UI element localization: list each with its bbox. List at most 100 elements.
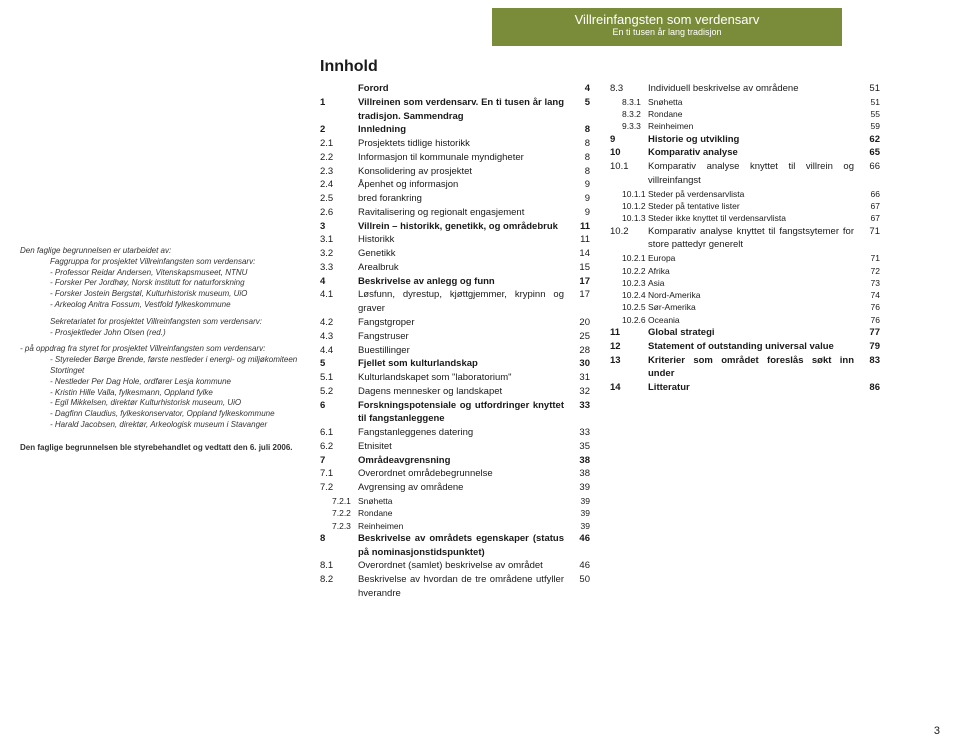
toc-row: 3.2Genetikk14 [320,247,590,261]
toc-text: Komparativ analyse knyttet til villrein … [648,160,860,188]
toc-text: Dagens mennesker og landskapet [358,385,570,399]
toc-page: 67 [860,200,880,212]
header-band: Villreinfangsten som verdensarv En ti tu… [492,8,842,46]
toc-number: 11 [610,326,648,340]
toc-number: 2.6 [320,206,358,220]
credits-line: - på oppdrag fra styret for prosjektet V… [20,344,320,355]
toc-row: 5.1Kulturlandskapet som "laboratorium"31 [320,371,590,385]
toc-page: 35 [570,440,590,454]
toc-page: 15 [570,261,590,275]
toc-page: 9 [570,192,590,206]
toc-number: 10.2 [610,225,648,253]
toc-number: 7.2.1 [320,495,358,507]
toc-row: 10.2.4Nord-Amerika74 [610,289,880,301]
toc-row: 9.3.3Reinheimen59 [610,120,880,132]
credits-line: - Egil Mikkelsen, direktør Kulturhistori… [20,398,320,409]
toc-row: 10.2Komparativ analyse knyttet til fangs… [610,225,880,253]
toc-page: 62 [860,133,880,147]
credits-line: Den faglige begrunnelsen ble styrebehand… [20,443,320,454]
toc-row: 7.2.3Reinheimen39 [320,520,590,532]
toc-number: 8.3 [610,82,648,96]
toc-row: 9Historie og utvikling62 [610,133,880,147]
toc-text: Kriterier som området foreslås søkt inn … [648,354,860,382]
toc-row: Forord4 [320,82,590,96]
toc-row: 2.3Konsolidering av prosjektet8 [320,165,590,179]
toc-number: 5.1 [320,371,358,385]
toc-page: 25 [570,330,590,344]
toc-page: 72 [860,265,880,277]
toc-number: 7.2 [320,481,358,495]
toc-number: 13 [610,354,648,382]
toc-text: Rondane [358,507,570,519]
toc-number: 2.1 [320,137,358,151]
toc-page: 73 [860,277,880,289]
credits-line: - Nestleder Per Dag Hole, ordfører Lesja… [20,377,320,388]
toc-page: 4 [570,82,590,96]
section-title: Innhold [320,58,378,76]
credits-block: Den faglige begrunnelsen er utarbeidet a… [20,246,320,454]
toc-text: Buestillinger [358,344,570,358]
toc-page: 39 [570,507,590,519]
credits-line: Faggruppa for prosjektet Villreinfangste… [20,257,320,268]
credits-line: - Forsker Per Jordhøy, Norsk institutt f… [20,278,320,289]
toc-number: 2.4 [320,178,358,192]
toc-text: bred forankring [358,192,570,206]
toc-page: 8 [570,137,590,151]
toc-number: 10.2.4 [610,289,648,301]
toc-page: 8 [570,123,590,137]
toc-row: 2Innledning8 [320,123,590,137]
toc-text: Nord-Amerika [648,289,860,301]
toc-row: 2.6Ravitalisering og regionalt engasjeme… [320,206,590,220]
toc-page: 59 [860,120,880,132]
toc-number: 10.2.3 [610,277,648,289]
toc-row: 3Villrein – historikk, genetikk, og områ… [320,220,590,234]
toc-row: 12Statement of outstanding universal val… [610,340,880,354]
toc-text: Snøhetta [648,96,860,108]
toc-page: 30 [570,357,590,371]
toc-page: 33 [570,399,590,427]
toc-number: 2.5 [320,192,358,206]
toc-page: 9 [570,178,590,192]
toc-row: 4.4Buestillinger28 [320,344,590,358]
toc-number: 9.3.3 [610,120,648,132]
credits-line: - Professor Reidar Andersen, Vitenskapsm… [20,268,320,279]
toc-number: 5.2 [320,385,358,399]
toc-page: 11 [570,220,590,234]
toc-row: 8.1Overordnet (samlet) beskrivelse av om… [320,559,590,573]
toc-number: 3.1 [320,233,358,247]
toc-number: 3.2 [320,247,358,261]
page-number: 3 [934,725,940,737]
toc-row: 10.1.2Steder på tentative lister67 [610,200,880,212]
toc-page: 8 [570,165,590,179]
toc-number: 10.2.5 [610,301,648,313]
toc-number: 10.2.1 [610,252,648,264]
toc-text: Fangstgroper [358,316,570,330]
toc-row: 4.2Fangstgroper20 [320,316,590,330]
toc-page: 71 [860,252,880,264]
toc-text: Villrein – historikk, genetikk, og områd… [358,220,570,234]
toc-number: 8.3.1 [610,96,648,108]
toc-number: 8.1 [320,559,358,573]
toc-text: Kulturlandskapet som "laboratorium" [358,371,570,385]
toc-row: 10.2.5Sør-Amerika76 [610,301,880,313]
toc-row: 10.2.2Afrika72 [610,265,880,277]
toc-number: 10.1.2 [610,200,648,212]
toc-row: 3.3Arealbruk15 [320,261,590,275]
credits-line: - Arkeolog Anitra Fossum, Vestfold fylke… [20,300,320,311]
toc-row: 3.1Historikk11 [320,233,590,247]
toc-row: 7.2.1Snøhetta39 [320,495,590,507]
toc-row: 10Komparativ analyse65 [610,146,880,160]
toc-number: 10.2.6 [610,314,648,326]
toc-text: Europa [648,252,860,264]
toc-text: Reinheimen [358,520,570,532]
toc-number: 4.1 [320,288,358,316]
toc-page: 50 [570,573,590,601]
toc-text: Overordnet områdebegrunnelse [358,467,570,481]
toc-page: 86 [860,381,880,395]
toc-row: 7.1Overordnet områdebegrunnelse38 [320,467,590,481]
toc-page: 20 [570,316,590,330]
toc-number: 7.1 [320,467,358,481]
toc-text: Prosjektets tidlige historikk [358,137,570,151]
toc-row: 8.3Individuell beskrivelse av områdene51 [610,82,880,96]
toc-page: 79 [860,340,880,354]
